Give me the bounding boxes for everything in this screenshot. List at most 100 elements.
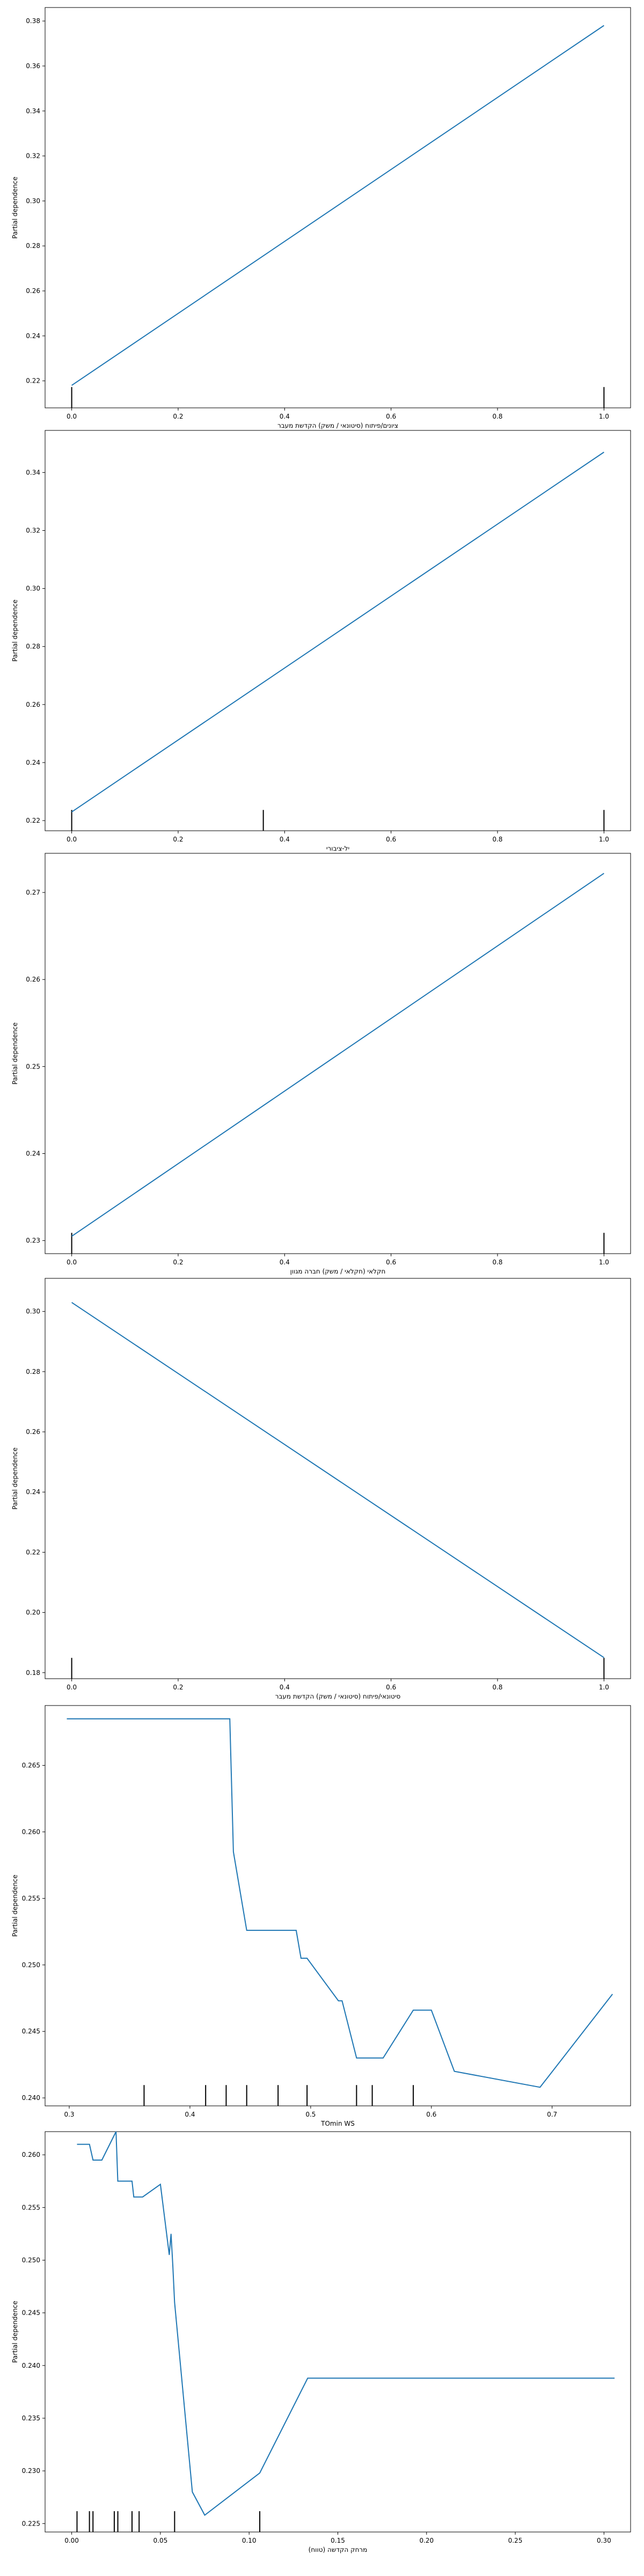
partial-dependence-line xyxy=(67,1718,613,2088)
x-tick-label: 0.00 xyxy=(64,2537,79,2544)
plot-frame xyxy=(45,1705,631,2106)
x-tick-label: 0.20 xyxy=(419,2537,434,2544)
x-tick-label: 0.0 xyxy=(67,836,77,843)
y-tick-label: 0.38 xyxy=(26,17,40,25)
x-tick-label: 0.0 xyxy=(67,1258,77,1266)
x-tick-label: 0.8 xyxy=(492,836,502,843)
x-tick-label: 0.4 xyxy=(185,2111,195,2118)
y-tick-label: 0.24 xyxy=(26,1150,40,1158)
x-tick-label: 0.4 xyxy=(280,1258,290,1266)
y-axis-label: Partial dependence xyxy=(11,599,19,662)
x-tick-label: 1.0 xyxy=(599,1684,609,1691)
y-tick-label: 0.30 xyxy=(26,1308,40,1315)
x-tick-label: 0.8 xyxy=(492,1258,502,1266)
x-tick-label: 0.2 xyxy=(173,836,183,843)
y-axis-label: Partial dependence xyxy=(11,1447,19,1510)
y-tick-label: 0.18 xyxy=(26,1669,40,1677)
x-tick-label: 0.2 xyxy=(173,1258,183,1266)
x-tick-label: 0.4 xyxy=(280,1684,290,1691)
plot-frame xyxy=(45,430,631,831)
y-tick-label: 0.260 xyxy=(22,1828,40,1835)
y-tick-label: 0.240 xyxy=(22,2094,40,2102)
y-tick-label: 0.34 xyxy=(26,469,40,476)
x-axis-label: TOmin WS xyxy=(320,2120,355,2127)
pdp-panel-5: 0.3 0.4 0.5 0.6 0.7 0.240 0.245 0.250 0.255 0.260… xyxy=(11,1705,631,2127)
y-tick-label: 0.20 xyxy=(26,1609,40,1616)
y-tick-label: 0.30 xyxy=(26,197,40,204)
y-tick-label: 0.260 xyxy=(22,2151,40,2158)
x-tick-label: 0.0 xyxy=(67,413,77,420)
y-tick-label: 0.250 xyxy=(22,2257,40,2264)
x-tick-label: 1.0 xyxy=(599,836,609,843)
y-tick-label: 0.28 xyxy=(26,1368,40,1375)
x-tick-label: 0.0 xyxy=(67,1684,77,1691)
partial-dependence-line xyxy=(77,2131,615,2516)
y-tick-label: 0.225 xyxy=(22,2520,40,2527)
x-tick-label: 1.0 xyxy=(599,1258,609,1266)
x-axis-label: יל-ציבורי xyxy=(326,845,349,852)
y-tick-label: 0.22 xyxy=(26,1548,40,1556)
plot-frame xyxy=(45,7,631,408)
plot-frame xyxy=(45,1278,631,1679)
partial-dependence-line xyxy=(71,25,604,386)
pdp-panel-2: 0.0 0.2 0.4 0.6 0.8 1.0 0.22 0.24 0.26 0.28 0.30 0.… xyxy=(11,430,631,852)
x-tick-label: 0.6 xyxy=(426,2111,436,2118)
x-tick-label: 0.6 xyxy=(386,836,396,843)
y-tick-label: 0.22 xyxy=(26,377,40,385)
y-tick-label: 0.26 xyxy=(26,976,40,983)
x-tick-label: 0.25 xyxy=(508,2537,523,2544)
y-tick-label: 0.255 xyxy=(22,1894,40,1902)
y-tick-label: 0.26 xyxy=(26,1428,40,1436)
y-tick-label: 0.255 xyxy=(22,2204,40,2211)
y-tick-label: 0.26 xyxy=(26,701,40,708)
x-tick-label: 0.8 xyxy=(492,413,502,420)
y-axis-label: Partial dependence xyxy=(11,1022,19,1085)
x-tick-label: 0.10 xyxy=(242,2537,257,2544)
y-axis-label: Partial dependence xyxy=(11,177,19,239)
y-tick-label: 0.22 xyxy=(26,817,40,824)
x-tick-label: 0.3 xyxy=(64,2111,74,2118)
y-tick-label: 0.240 xyxy=(22,2362,40,2369)
y-axis-label: Partial dependence xyxy=(11,1875,19,1937)
x-tick-label: 0.15 xyxy=(331,2537,345,2544)
y-tick-label: 0.34 xyxy=(26,107,40,115)
x-axis-label: ציונים/פיתוח (סיטונאי / משק) הקדשת מעבר xyxy=(277,422,398,429)
y-tick-label: 0.230 xyxy=(22,2467,40,2475)
y-axis-label: Partial dependence xyxy=(11,2301,19,2363)
x-tick-label: 1.0 xyxy=(599,413,609,420)
x-tick-label: 0.2 xyxy=(173,1684,183,1691)
y-tick-label: 0.235 xyxy=(22,2414,40,2422)
x-tick-label: 0.30 xyxy=(597,2537,611,2544)
y-tick-label: 0.30 xyxy=(26,585,40,592)
x-tick-label: 0.4 xyxy=(280,836,290,843)
y-tick-label: 0.32 xyxy=(26,152,40,160)
x-tick-label: 0.5 xyxy=(305,2111,316,2118)
y-tick-label: 0.24 xyxy=(26,1488,40,1496)
pdp-panel-1: 0.0 0.2 0.4 0.6 0.8 1.0 0.22 0.24 0.26 0.28 0.30 0.… xyxy=(11,7,631,429)
y-tick-label: 0.28 xyxy=(26,643,40,650)
partial-dependence-line xyxy=(71,1302,604,1658)
partial-dependence-line xyxy=(71,873,604,1237)
y-tick-label: 0.25 xyxy=(26,1063,40,1070)
y-tick-label: 0.24 xyxy=(26,332,40,340)
y-tick-label: 0.23 xyxy=(26,1237,40,1245)
x-tick-label: 0.8 xyxy=(492,1684,502,1691)
partial-dependence-line xyxy=(71,451,604,813)
pdp-panel-3: 0.0 0.2 0.4 0.6 0.8 1.0 0.23 0.24 0.25 0.26 0.27 חק… xyxy=(11,853,631,1275)
x-tick-label: 0.2 xyxy=(173,413,183,420)
y-tick-label: 0.27 xyxy=(26,889,40,896)
y-tick-label: 0.32 xyxy=(26,527,40,535)
x-tick-label: 0.7 xyxy=(547,2111,557,2118)
y-tick-label: 0.250 xyxy=(22,1961,40,1968)
x-tick-label: 0.6 xyxy=(386,1258,396,1266)
x-axis-label: חקלאי (חקלאי / משק) חברה מגוון xyxy=(290,1268,386,1275)
plot-frame xyxy=(45,853,631,1254)
y-tick-label: 0.26 xyxy=(26,287,40,295)
x-axis-label: סיטונאי/פיתוח (סיטונאי / משק) הקדשת מעבר xyxy=(275,1693,401,1700)
y-tick-label: 0.28 xyxy=(26,242,40,250)
x-tick-label: 0.4 xyxy=(280,413,290,420)
pdp-panel-4: 0.0 0.2 0.4 0.6 0.8 1.0 0.18 0.20 0.22 0.24 0.26 0.… xyxy=(11,1278,631,1700)
y-tick-label: 0.245 xyxy=(22,2028,40,2035)
x-tick-label: 0.6 xyxy=(386,1684,396,1691)
